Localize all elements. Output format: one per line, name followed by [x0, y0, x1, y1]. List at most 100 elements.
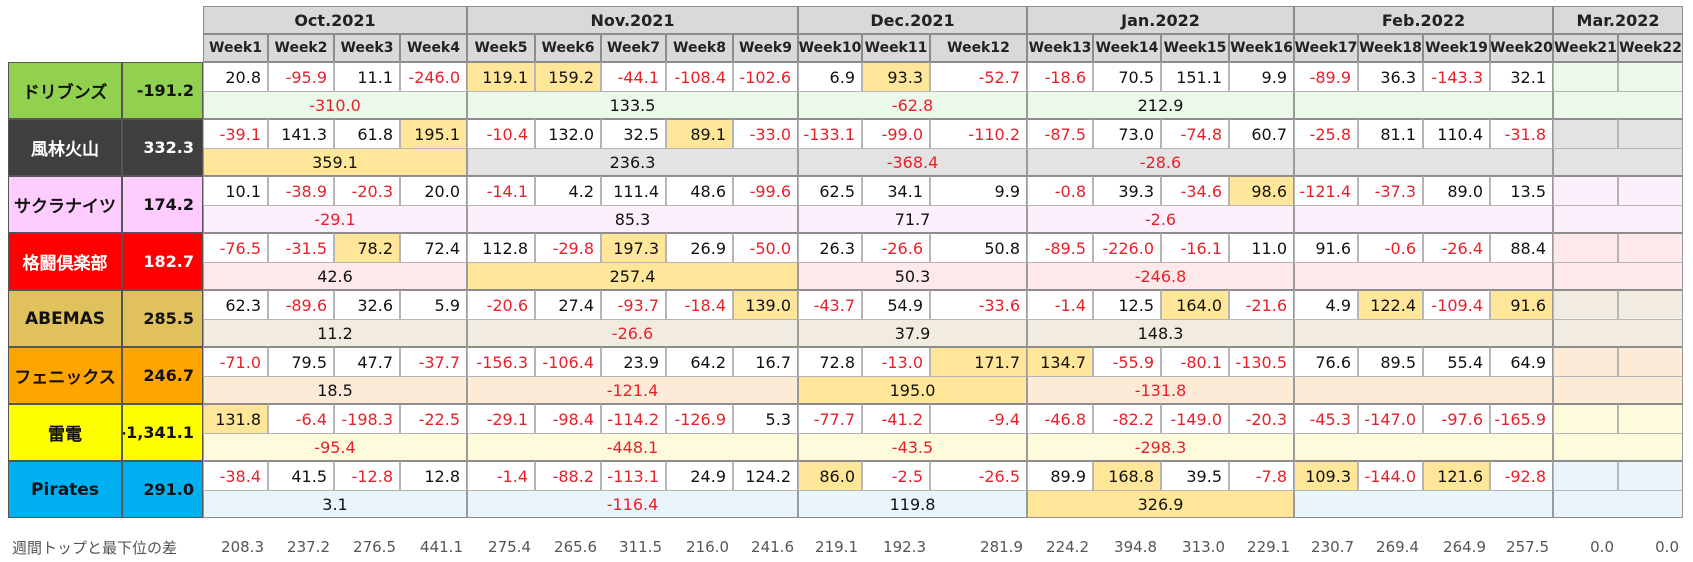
month-score	[1294, 377, 1553, 404]
week-score: -7.8	[1229, 461, 1294, 491]
week-score: 34.1	[862, 176, 930, 206]
diff-value: 265.6	[554, 538, 597, 556]
week-score: -89.6	[268, 290, 334, 320]
month-score	[1553, 434, 1683, 461]
diff-value: 441.1	[420, 538, 463, 556]
week-score: -26.5	[930, 461, 1027, 491]
week-score: 121.6	[1423, 461, 1490, 491]
week-score: 32.6	[334, 290, 400, 320]
month-score	[1294, 491, 1553, 518]
week-score: 12.8	[400, 461, 467, 491]
week-score: -246.0	[400, 62, 467, 92]
week-score: -33.6	[930, 290, 1027, 320]
week-score: 24.9	[666, 461, 733, 491]
week-header: Week2	[268, 34, 334, 62]
week-score: 76.6	[1294, 347, 1358, 377]
diff-value: 192.3	[883, 538, 926, 556]
month-score: 119.8	[798, 491, 1027, 518]
week-score	[1553, 176, 1618, 206]
week-header: Week18	[1358, 34, 1423, 62]
week-score: 86.0	[798, 461, 862, 491]
month-header: Nov.2021	[467, 6, 798, 34]
team-name: フェニックス	[8, 347, 122, 404]
week-score: 73.0	[1093, 119, 1161, 149]
month-score: -246.8	[1027, 263, 1294, 290]
week-score: 54.9	[862, 290, 930, 320]
diff-value: 229.1	[1247, 538, 1290, 556]
week-score: 12.5	[1093, 290, 1161, 320]
month-score	[1553, 206, 1683, 233]
month-score: 133.5	[467, 92, 798, 119]
week-score: 64.9	[1490, 347, 1553, 377]
month-score: -310.0	[203, 92, 467, 119]
week-score: -18.4	[666, 290, 733, 320]
month-score: 85.3	[467, 206, 798, 233]
week-score: 5.3	[733, 404, 798, 434]
week-score: 72.8	[798, 347, 862, 377]
week-score: 70.5	[1093, 62, 1161, 92]
month-score: 37.9	[798, 320, 1027, 347]
team-name: 雷電	[8, 404, 122, 461]
week-score: 134.7	[1027, 347, 1093, 377]
week-score: -99.0	[862, 119, 930, 149]
team-total: 332.3	[122, 119, 203, 176]
week-header: Week20	[1490, 34, 1553, 62]
diff-value: 230.7	[1311, 538, 1354, 556]
month-score: -116.4	[467, 491, 798, 518]
week-score: 164.0	[1161, 290, 1229, 320]
week-score: 60.7	[1229, 119, 1294, 149]
month-score: 148.3	[1027, 320, 1294, 347]
week-header: Week6	[535, 34, 601, 62]
week-score: 112.8	[467, 233, 535, 263]
week-score: 139.0	[733, 290, 798, 320]
week-score: -45.3	[1294, 404, 1358, 434]
week-score: -80.1	[1161, 347, 1229, 377]
month-header: Jan.2022	[1027, 6, 1294, 34]
diff-value: 269.4	[1376, 538, 1419, 556]
week-score	[1618, 404, 1683, 434]
diff-value: 276.5	[353, 538, 396, 556]
week-score: -14.1	[467, 176, 535, 206]
month-score	[1553, 92, 1683, 119]
month-score: 42.6	[203, 263, 467, 290]
week-score: 9.9	[930, 176, 1027, 206]
week-score	[1553, 62, 1618, 92]
week-score: -113.1	[601, 461, 666, 491]
week-score: 81.1	[1358, 119, 1423, 149]
week-score: -37.7	[400, 347, 467, 377]
month-score	[1553, 149, 1683, 176]
diff-value: 0.0	[1655, 538, 1679, 556]
week-score: 168.8	[1093, 461, 1161, 491]
week-score: -31.5	[268, 233, 334, 263]
week-score	[1618, 233, 1683, 263]
week-score: 131.8	[203, 404, 268, 434]
week-score: -92.8	[1490, 461, 1553, 491]
diff-value: 0.0	[1590, 538, 1614, 556]
week-score: 27.4	[535, 290, 601, 320]
team-total: -1,341.1	[122, 404, 203, 461]
week-score: -10.4	[467, 119, 535, 149]
month-score: -368.4	[798, 149, 1027, 176]
team-total: 182.7	[122, 233, 203, 290]
week-score: 26.9	[666, 233, 733, 263]
team-total: 285.5	[122, 290, 203, 347]
month-score	[1294, 92, 1553, 119]
week-score	[1618, 290, 1683, 320]
week-score: -21.6	[1229, 290, 1294, 320]
week-score: -41.2	[862, 404, 930, 434]
week-header: Week19	[1423, 34, 1490, 62]
week-score	[1618, 176, 1683, 206]
week-score: 91.6	[1294, 233, 1358, 263]
month-score: -95.4	[203, 434, 467, 461]
week-score: -20.6	[467, 290, 535, 320]
month-score: 50.3	[798, 263, 1027, 290]
week-score: -6.4	[268, 404, 334, 434]
week-score: -46.8	[1027, 404, 1093, 434]
week-header: Week21	[1553, 34, 1618, 62]
month-score: 257.4	[467, 263, 798, 290]
week-score: 5.9	[400, 290, 467, 320]
month-score: -28.6	[1027, 149, 1294, 176]
month-header: Feb.2022	[1294, 6, 1553, 34]
week-score: 16.7	[733, 347, 798, 377]
month-score: -131.8	[1027, 377, 1294, 404]
